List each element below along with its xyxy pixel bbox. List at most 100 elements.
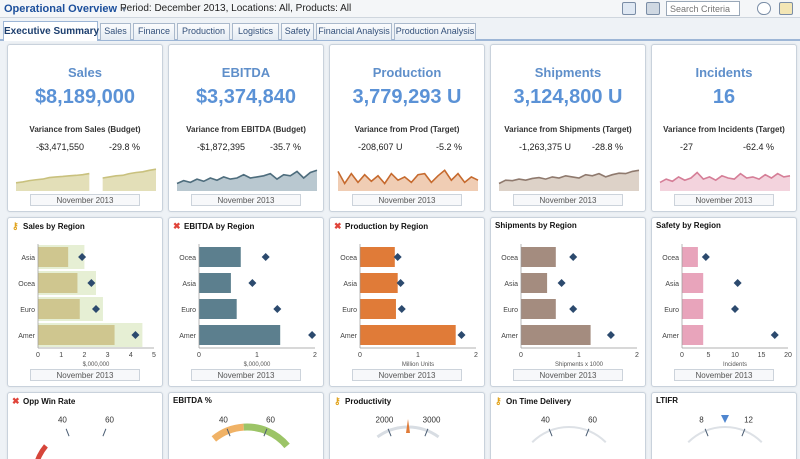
gauge-panel-ltifr[interactable]: LTIFR 8 12 [651, 392, 797, 459]
axis-label: Shipments x 1000 [555, 362, 604, 368]
axis-label: $,000,000 [83, 362, 110, 368]
bar [199, 299, 237, 319]
period-footer: November 2013 [513, 194, 623, 206]
kpi-name: Sales [68, 65, 102, 80]
kpi-card-shipments[interactable]: Shipments 3,124,800 U Variance from Ship… [490, 44, 646, 212]
tick-label: 0 [358, 352, 362, 359]
tab-logistics[interactable]: Logistics [232, 23, 279, 40]
period-footer: November 2013 [352, 194, 462, 206]
alert-icon: ✖ [12, 396, 20, 406]
key-icon: ⚷ [334, 396, 341, 406]
gauge-label: 12 [744, 415, 753, 424]
export-icon[interactable] [779, 2, 793, 15]
chart-panel-production-by-region[interactable]: ✖ Production by Region Ocea Asia Euro Amer 0 1… [329, 217, 485, 387]
kpi-variance-abs: -208,607 U [358, 142, 403, 152]
kpi-card-ebitda[interactable]: EBITDA $3,374,840 Variance from EBITDA (… [168, 44, 324, 212]
tick-label: 0 [680, 352, 684, 359]
key-icon: ⚷ [495, 396, 502, 406]
axis-label: Incidents [723, 362, 747, 368]
gauge-label: 2000 [376, 415, 394, 424]
dashboard-title: Operational Overview [4, 3, 118, 15]
gauge-tick [226, 428, 231, 437]
dashboard-menu[interactable]: Operational Overview ▼ [4, 3, 128, 15]
gauge-label: 40 [219, 415, 228, 424]
refresh-icon[interactable] [757, 2, 771, 15]
tick-label: 0 [197, 352, 201, 359]
gauge-title: On Time Delivery [506, 397, 572, 406]
bar [521, 247, 556, 267]
bar [521, 299, 556, 319]
axis-label: $,000,000 [244, 362, 271, 368]
gauge-band [531, 426, 607, 443]
gauge-label: 60 [588, 415, 597, 424]
bar-chart: Ocea Asia Euro Amer 0 1 2 Shipments x 1000 [501, 244, 639, 368]
search-input[interactable] [666, 1, 740, 16]
tab-safety[interactable]: Safety [281, 23, 314, 40]
gauge-panel-opp-win-rate[interactable]: ✖ Opp Win Rate 40 60 [7, 392, 163, 459]
category-label: Amer [18, 333, 35, 340]
period-footer: November 2013 [674, 369, 774, 381]
tick-label: 2 [82, 352, 86, 359]
kpi-card-sales[interactable]: Sales $8,189,000 Variance from Sales (Bu… [7, 44, 163, 212]
bar [521, 325, 591, 345]
bar [682, 299, 704, 319]
gauge-tick [741, 428, 746, 437]
alert-icon: ✖ [173, 221, 181, 231]
gauge-label: 40 [58, 415, 67, 424]
chevron-down-icon: ▼ [120, 5, 129, 14]
chart-panel-ebitda-by-region[interactable]: ✖ EBITDA by Region Ocea Asia Euro Amer 0 1 2 $,0… [168, 217, 324, 387]
kpi-card-production[interactable]: Production 3,779,293 U Variance from Pro… [329, 44, 485, 212]
category-label: Euro [181, 307, 196, 314]
gauge-panel-on-time-delivery[interactable]: ⚷ On Time Delivery 40 60 [490, 392, 646, 459]
tick-label: 20 [784, 352, 792, 359]
kpi-value: $3,374,840 [195, 86, 297, 108]
period-footer: November 2013 [191, 194, 301, 206]
bar [199, 247, 241, 267]
chart-panel-sales-by-region[interactable]: ⚷ Sales by Region Asia Ocea Euro Amer 0 1 2 3 4 5 $… [7, 217, 163, 387]
kpi-card-incidents[interactable]: Incidents 16 Variance from Incidents (Ta… [651, 44, 797, 212]
tab-finance[interactable]: Finance [133, 23, 175, 40]
target-marker [87, 279, 96, 287]
gauge-panel-ebitda-pct[interactable]: EBITDA % 40 60 [168, 392, 324, 459]
target-marker [397, 305, 406, 313]
sparkline-area [177, 170, 317, 191]
tab-sales[interactable]: Sales [100, 23, 131, 40]
gauge-label: 40 [541, 415, 550, 424]
kpi-variance-label: Variance from Prod (Target) [354, 125, 460, 134]
bar [360, 247, 395, 267]
bar [682, 247, 698, 267]
chart-panel-shipments-by-region[interactable]: Shipments by Region Ocea Asia Euro Amer 0 1 2 S… [490, 217, 646, 387]
grid-view-icon[interactable] [622, 2, 636, 15]
target-marker [248, 279, 257, 287]
tick-label: 1 [577, 352, 581, 359]
sparkline-area [499, 170, 639, 191]
sparkline-chart [659, 171, 791, 191]
tab-production-analysis[interactable]: Production Analysis [394, 23, 476, 40]
tab-executive-summary[interactable]: Executive Summary [3, 21, 99, 41]
tick-label: 2 [313, 352, 317, 359]
category-label: Ocea [340, 255, 357, 262]
tab-financial-analysis[interactable]: Financial Analysis [316, 23, 392, 40]
kpi-variance-label: Variance from Incidents (Target) [663, 125, 785, 134]
tick-label: 1 [255, 352, 259, 359]
target-marker [273, 305, 282, 313]
key-icon: ⚷ [12, 221, 19, 231]
gauge-panel-productivity[interactable]: ⚷ Productivity 2000 3000 [329, 392, 485, 459]
alert-icon: ✖ [334, 221, 342, 231]
period-footer: November 2013 [352, 369, 462, 381]
sparkline-area [16, 173, 90, 191]
target-marker [569, 305, 578, 313]
category-label: Ocea [501, 255, 518, 262]
target-marker [92, 305, 100, 313]
print-icon[interactable] [646, 2, 660, 15]
tab-production[interactable]: Production [177, 23, 230, 40]
kpi-value: 16 [712, 86, 736, 108]
chart-title: Production by Region [345, 222, 429, 231]
gauge-tick [387, 428, 392, 437]
chart-panel-safety-by-region[interactable]: Safety by Region Ocea Asia Euro Amer 0 5 10 15 2… [651, 217, 797, 387]
kpi-value: 3,124,800 U [513, 86, 623, 108]
gauge-chart: 40 60 [531, 415, 607, 443]
tick-label: 0 [519, 352, 523, 359]
target-marker [131, 331, 140, 339]
target-marker [308, 331, 317, 339]
